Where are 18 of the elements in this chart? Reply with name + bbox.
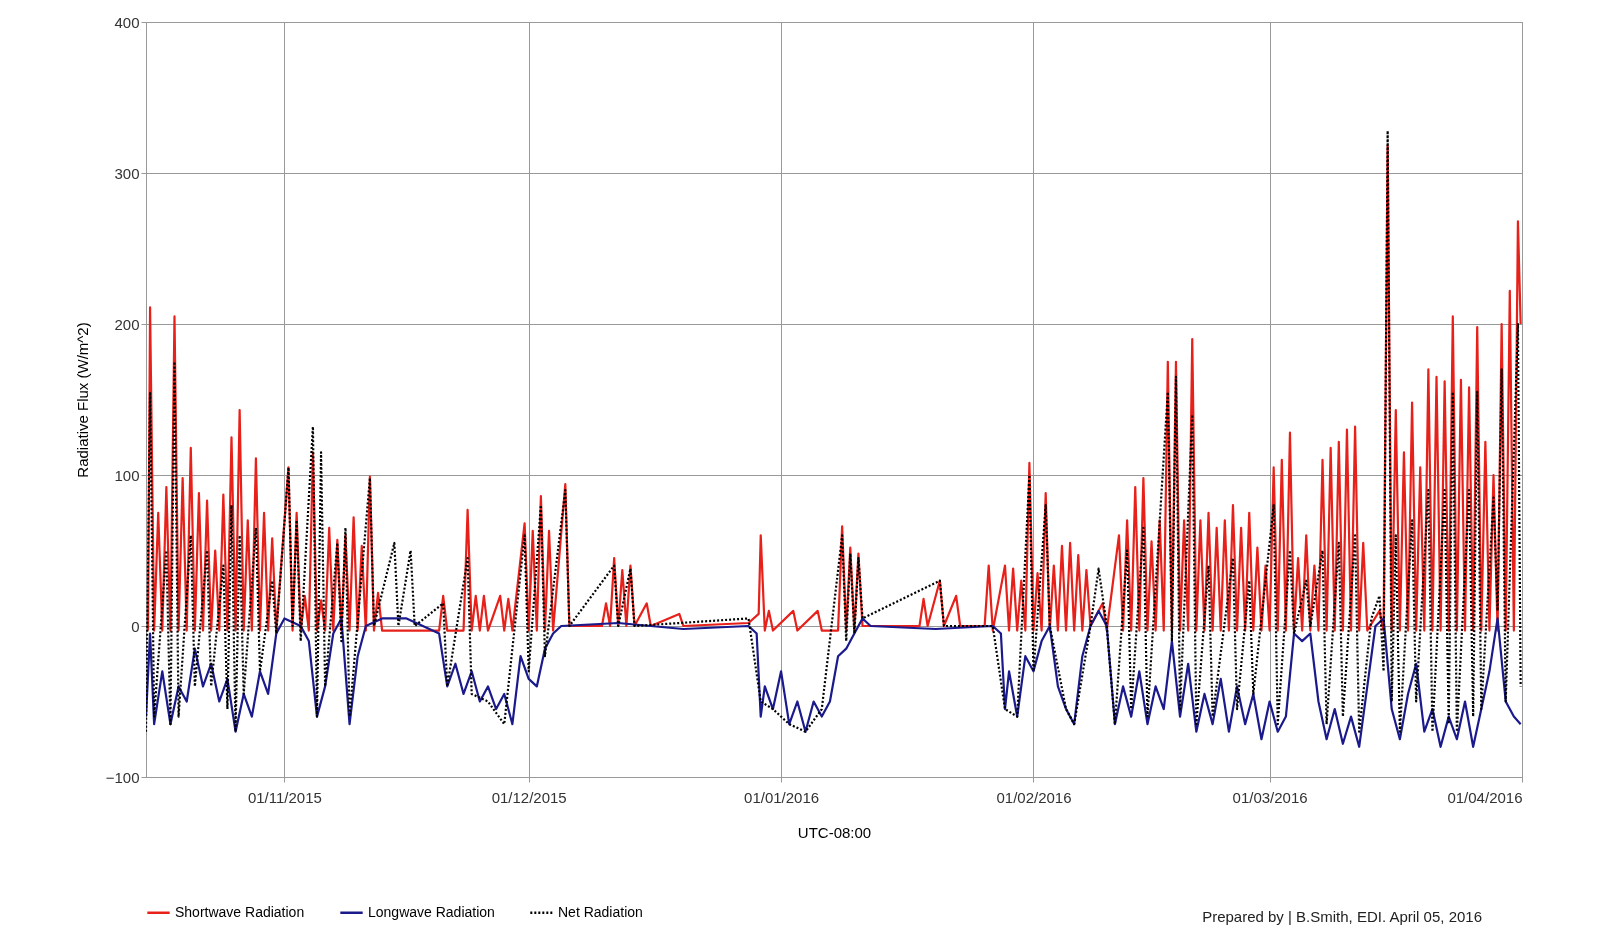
x-tick-label: 01/04/2016	[1447, 788, 1523, 806]
text: Prepared by | B.Smith, EDI. April 05, 2016	[1202, 908, 1482, 925]
x-tick-label: 01/12/2015	[491, 788, 567, 806]
y-tick-label: −100	[105, 768, 140, 786]
legend-label: Net Radiation	[558, 903, 643, 920]
legend-label: Shortwave Radiation	[175, 903, 305, 920]
x-tick-label: 01/02/2016	[996, 788, 1072, 806]
legend-label: Longwave Radiation	[368, 903, 495, 920]
x-tick-label: 01/03/2016	[1232, 788, 1308, 806]
y-axis-title: Radiative Flux (W/m^2)	[73, 322, 91, 478]
x-axis-title: UTC-08:00	[797, 823, 872, 841]
x-tick-label: 01/11/2015	[247, 788, 322, 806]
y-tick-label: 300	[114, 164, 140, 182]
y-tick-label: 0	[131, 617, 140, 635]
y-tick-label: 400	[114, 13, 140, 31]
x-tick-label: 01/01/2016	[744, 788, 820, 806]
y-tick-label: 200	[114, 315, 140, 333]
y-tick-label: 100	[114, 466, 140, 484]
